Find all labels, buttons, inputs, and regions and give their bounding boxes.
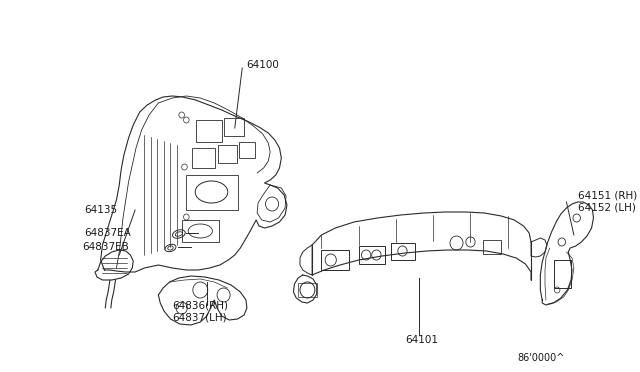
Text: 64135: 64135 — [84, 205, 117, 215]
Bar — [358, 246, 385, 264]
Bar — [182, 220, 219, 242]
Bar — [218, 145, 237, 163]
Text: 64836(RH): 64836(RH) — [172, 301, 228, 311]
Text: 64101: 64101 — [405, 335, 438, 345]
Text: 64837(LH): 64837(LH) — [172, 313, 227, 323]
Text: 64837EB: 64837EB — [82, 242, 129, 252]
Text: 64100: 64100 — [246, 60, 279, 70]
Bar — [391, 243, 415, 260]
Bar — [196, 120, 221, 142]
Bar — [483, 240, 501, 254]
Text: 64151 (RH): 64151 (RH) — [578, 190, 637, 200]
Text: 64837EA: 64837EA — [84, 228, 131, 238]
Text: 86'0000^: 86'0000^ — [517, 353, 564, 363]
Bar — [239, 142, 255, 158]
Bar — [321, 250, 349, 270]
Text: 64152 (LH): 64152 (LH) — [578, 202, 636, 212]
Bar — [554, 260, 571, 288]
Bar — [192, 148, 215, 168]
Bar — [186, 175, 237, 210]
Bar — [223, 118, 244, 136]
Bar — [298, 283, 317, 297]
